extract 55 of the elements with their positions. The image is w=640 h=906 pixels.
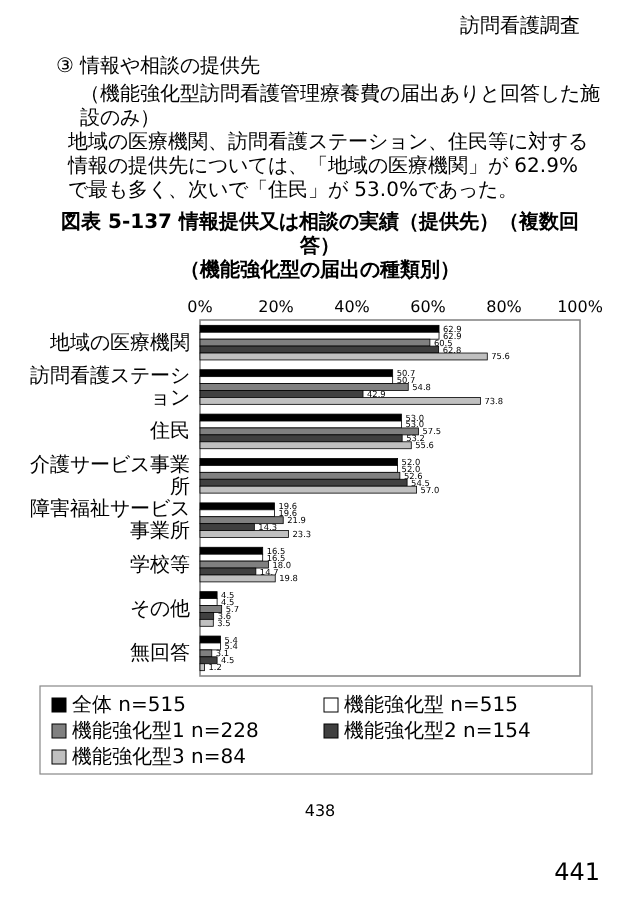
bar (199, 612, 215, 620)
bar (199, 427, 419, 436)
bar (199, 397, 481, 405)
bar (199, 635, 221, 644)
bar (199, 441, 412, 450)
legend-label: 機能強化型1 n=228 (72, 719, 259, 743)
bar (199, 369, 394, 378)
legend-label: 機能強化型 n=515 (344, 693, 518, 717)
x-tick-label: 20% (258, 298, 295, 316)
bar (199, 656, 218, 665)
y-tick-label: 無回答 (130, 640, 190, 665)
y-tick-label: 介護サービス事業所 (30, 451, 190, 498)
bar (199, 324, 440, 333)
y-tick-label: 訪問看護ステーション (30, 363, 190, 410)
bar (199, 502, 275, 511)
bar (199, 516, 284, 525)
bar (199, 352, 488, 361)
legend-label: 機能強化型3 n=84 (72, 745, 246, 769)
bar (199, 530, 289, 538)
y-tick-label: 障害福祉サービス事業所 (30, 496, 190, 543)
x-tick-label: 60% (410, 298, 447, 316)
text: ③ 情報や相談の提供先 (56, 54, 261, 78)
legend-label: 機能強化型2 n=154 (344, 719, 531, 743)
y-tick-label: 学校等 (130, 551, 190, 576)
bar (199, 605, 223, 613)
x-tick-label: 100% (557, 298, 604, 316)
bar (199, 485, 417, 494)
bar (199, 413, 402, 422)
bar (199, 642, 221, 651)
text: （機能強化型訪問看護管理療養費の届出ありと回答した施設のみ） (80, 82, 600, 130)
bar (199, 458, 398, 466)
text: 438 (304, 802, 336, 820)
bar (199, 546, 264, 555)
x-tick-label: 0% (187, 298, 214, 316)
x-tick-label: 80% (486, 298, 523, 316)
y-tick-label: 地域の医療機関 (48, 329, 190, 354)
bar (199, 560, 269, 569)
bar (199, 591, 218, 599)
bar (199, 649, 213, 658)
chart-title: 図表 5-137 情報提供又は相談の実績（提供先）（複数回答） (61, 210, 579, 258)
x-tick-label: 40% (334, 298, 371, 316)
legend-label: 全体 n=515 (72, 693, 186, 717)
text: 地域の医療機関、訪問看護ステーション、住民等に対する情報の提供先については、「地域の医療機関」が 62.9%で最も多く、次いで「住民」が 53.0%であった。 (66, 130, 588, 202)
bar (199, 574, 276, 583)
chart-subtitle: （機能強化型の届出の種類別） (180, 258, 460, 282)
bar (199, 331, 440, 340)
bar (199, 383, 409, 391)
text: 441 (554, 858, 600, 886)
bar (199, 465, 398, 473)
y-tick-label: 住民 (150, 420, 190, 443)
text: 訪問看護調査 (460, 14, 580, 38)
y-tick-label: その他 (130, 595, 190, 620)
bar (199, 598, 218, 606)
bar (199, 471, 401, 480)
bar (199, 618, 214, 627)
